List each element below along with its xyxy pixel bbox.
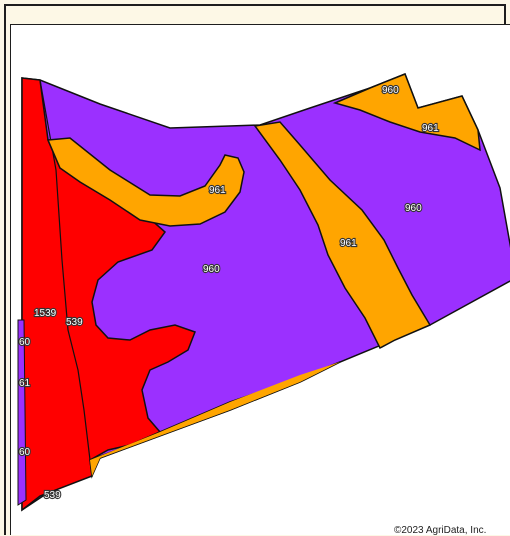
copyright-text: ©2023 AgriData, Inc. [394,525,487,536]
label-961-center: 961 [340,238,357,249]
label-960-center: 960 [203,264,220,275]
label-960-top: 960 [382,85,399,96]
soil-unit-961-topright [332,73,481,152]
soil-boundary-line [39,79,91,461]
label-961-topright: 961 [422,123,439,134]
label-960-right: 960 [405,203,422,214]
soil-unit-960-edge [17,319,27,506]
label-60-bottom: 60 [19,447,31,458]
label-1539: 1539 [34,308,57,319]
soil-unit-961-hook [46,137,245,227]
label-961-left: 961 [209,185,226,196]
label-60-edge: 60 [19,337,31,348]
soil-unit-961-center [253,121,432,350]
label-539: 539 [66,317,83,328]
soil-unit-961-bottom-fill [90,362,340,476]
label-539-bottom: 539 [44,490,61,501]
label-61-edge: 61 [19,378,31,389]
